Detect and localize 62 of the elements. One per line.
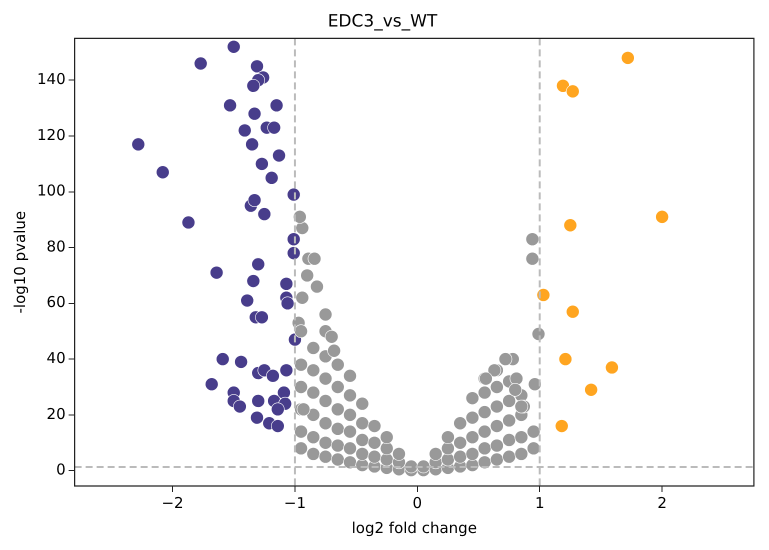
point bbox=[250, 59, 264, 74]
x-tick-label: −2 bbox=[161, 494, 184, 512]
point bbox=[267, 120, 281, 134]
point bbox=[210, 266, 224, 280]
point bbox=[131, 138, 146, 152]
point bbox=[277, 386, 291, 400]
point bbox=[246, 274, 260, 288]
point bbox=[280, 296, 294, 310]
point bbox=[182, 216, 196, 230]
point bbox=[204, 377, 219, 392]
point bbox=[271, 419, 285, 433]
y-tick-label: 0 bbox=[56, 460, 66, 479]
y-axis-title: -log10 pvalue bbox=[10, 210, 29, 314]
point bbox=[266, 369, 280, 383]
point bbox=[248, 106, 262, 120]
x-tick-label: 1 bbox=[534, 494, 544, 512]
point bbox=[584, 382, 598, 397]
point bbox=[223, 98, 237, 112]
y-tick-label: 140 bbox=[36, 70, 66, 88]
point bbox=[238, 124, 252, 138]
x-tick-label: 0 bbox=[412, 494, 422, 512]
y-tick-label: 100 bbox=[36, 182, 66, 200]
point bbox=[271, 402, 285, 416]
point bbox=[248, 193, 262, 207]
point bbox=[554, 419, 569, 433]
point bbox=[655, 210, 669, 224]
point bbox=[246, 79, 260, 93]
x-tick-label: 2 bbox=[657, 494, 667, 512]
point bbox=[255, 310, 269, 324]
point bbox=[255, 157, 269, 171]
point bbox=[216, 352, 230, 366]
point bbox=[240, 294, 254, 308]
point bbox=[264, 171, 278, 185]
point bbox=[226, 40, 241, 54]
y-tick-label: 20 bbox=[46, 404, 66, 423]
point bbox=[270, 98, 284, 112]
point bbox=[280, 277, 294, 291]
point bbox=[558, 352, 572, 366]
y-tick-label: 80 bbox=[46, 237, 66, 256]
point bbox=[251, 394, 266, 408]
chart-title: EDC3_vs_WT bbox=[328, 12, 438, 32]
point bbox=[556, 79, 570, 93]
point bbox=[250, 410, 264, 424]
point bbox=[258, 207, 272, 221]
point bbox=[621, 51, 635, 65]
point bbox=[245, 138, 259, 152]
point bbox=[194, 56, 208, 70]
y-tick-label: 120 bbox=[36, 126, 66, 144]
y-tick-label: 40 bbox=[46, 349, 66, 367]
y-tick-label: 60 bbox=[46, 293, 66, 312]
point bbox=[234, 355, 248, 369]
point bbox=[605, 360, 619, 374]
x-axis-title: log2 fold change bbox=[352, 518, 477, 537]
point bbox=[566, 84, 580, 98]
point bbox=[156, 165, 170, 180]
point bbox=[233, 400, 247, 414]
point bbox=[272, 148, 286, 162]
point bbox=[251, 257, 266, 272]
point bbox=[566, 304, 580, 318]
x-tick-label: −1 bbox=[284, 494, 306, 512]
point bbox=[564, 218, 578, 232]
point bbox=[280, 363, 294, 378]
